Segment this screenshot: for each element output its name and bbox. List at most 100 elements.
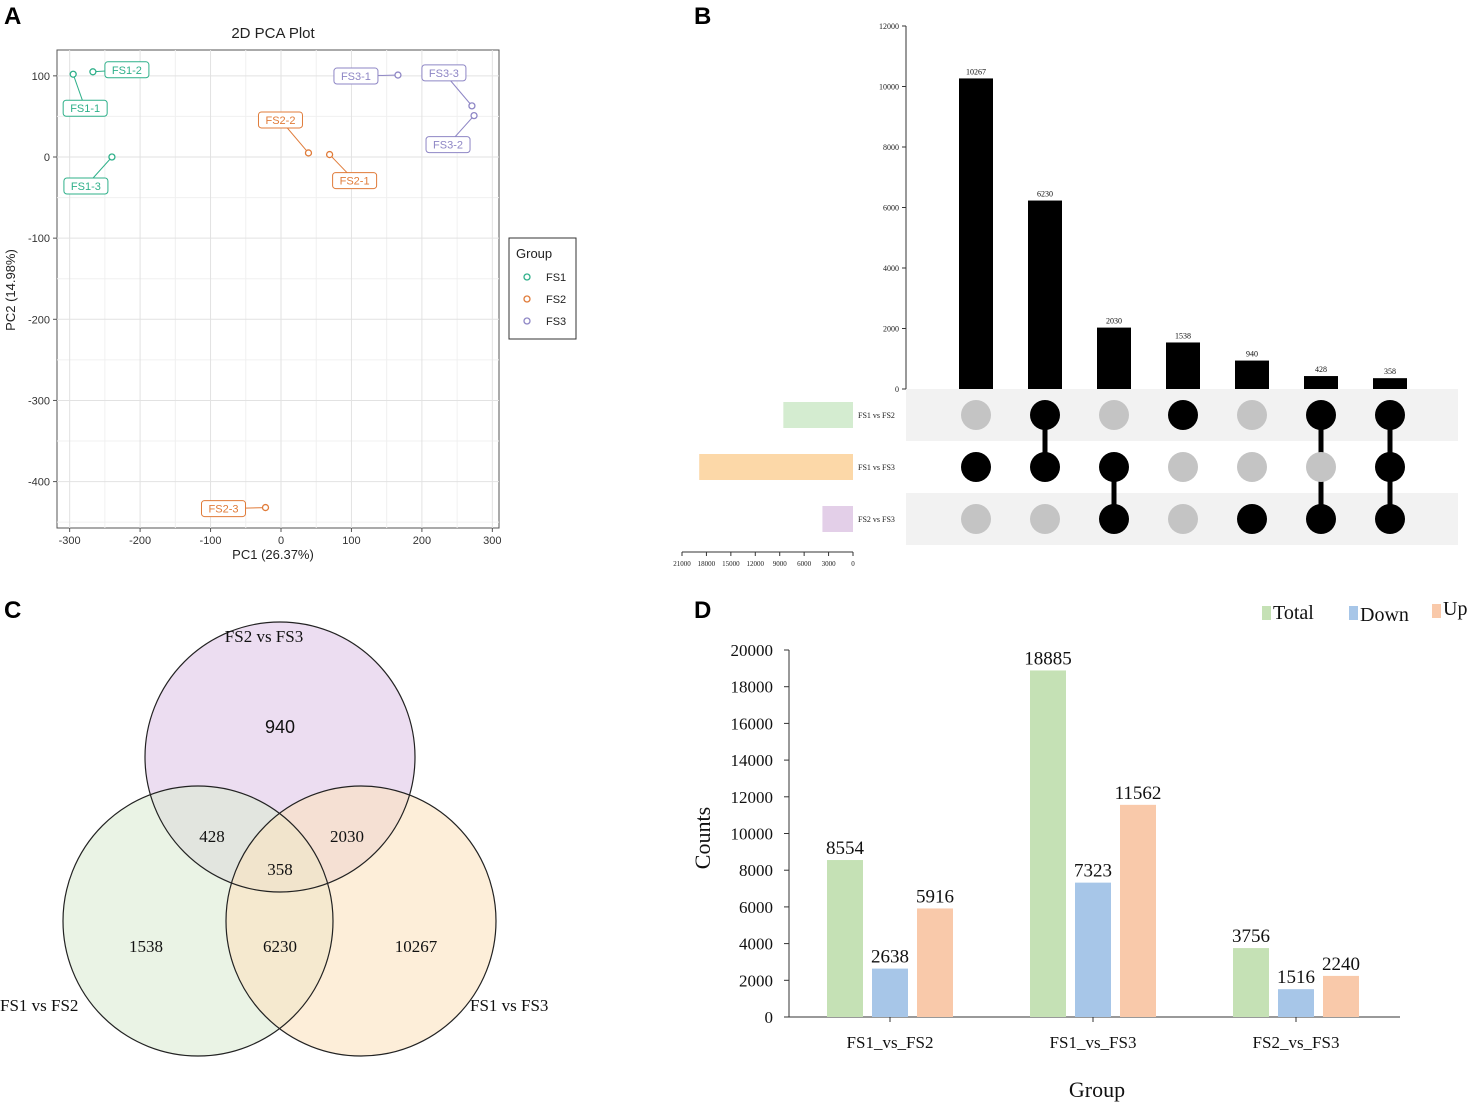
pca-point-label: FS2-1 [340, 176, 370, 188]
pca-points: FS1-1 FS1-2 FS1-3 FS2-1 FS2-2 FS2-3 FS3-1 FS3-2… [62, 61, 478, 518]
upset-set-sizes: FS1 vs FS2 FS1 vs FS3 FS2 vs FS3 21000 18… [673, 402, 895, 568]
upset-dot-active [1306, 504, 1336, 534]
bar-value-label: 1516 [1277, 967, 1315, 988]
bar-x-tick-label: FS1_vs_FS3 [1050, 1033, 1137, 1052]
pca-point [394, 71, 402, 79]
bar-x-label: Group [1069, 1077, 1125, 1102]
bar-x-tick-label: FS2_vs_FS3 [1253, 1033, 1340, 1052]
bar-y-tick-label: 4000 [739, 935, 773, 954]
upset-dot-inactive [1099, 400, 1129, 430]
upset-dot-active [1168, 400, 1198, 430]
bar-value-label: 11562 [1115, 783, 1162, 804]
bar-legend: Total Down Up [1262, 598, 1467, 626]
upset-bar-label: 1538 [1175, 331, 1191, 340]
upset-bar-label: 358 [1384, 367, 1396, 376]
upset-dot-inactive [1237, 452, 1267, 482]
pca-point-label: FS3-3 [429, 68, 459, 80]
bar-y-tick-label: 6000 [739, 898, 773, 917]
x-tick-label: 200 [413, 535, 431, 547]
upset-y-tick-label: 12000 [879, 22, 899, 31]
pca-point [69, 70, 77, 78]
venn-set-label-fs2-vs-fs3: FS2 vs FS3 [225, 627, 303, 646]
upset-dot-active [1375, 504, 1405, 534]
legend-swatch-total [1262, 606, 1271, 620]
pca-point-label: FS3-1 [341, 71, 371, 83]
bar-up [917, 908, 953, 1017]
panel-label-b: B [694, 3, 711, 30]
x-tick-label: -100 [200, 535, 222, 547]
venn-value-only-fs2-vs-fs3: 940 [265, 717, 295, 737]
bar-y-tick-label: 20000 [731, 641, 774, 660]
x-tick-label: -200 [129, 535, 151, 547]
upset-dot-active [1099, 504, 1129, 534]
upset-set-axis-label: 15000 [722, 560, 740, 568]
bar-y-tick-label: 16000 [731, 714, 774, 733]
legend-label-fs2: FS2 [546, 294, 566, 306]
pca-point-label: FS1-2 [112, 65, 142, 77]
bar-y-tick-label: 2000 [739, 971, 773, 990]
upset-bar-label: 940 [1246, 350, 1258, 359]
pca-label-box [333, 67, 379, 85]
pca-label-box [332, 172, 378, 190]
upset-set-bar [822, 506, 853, 532]
upset-bar [1235, 360, 1269, 389]
pca-point [325, 150, 334, 159]
pca-grid [57, 50, 499, 528]
upset-dot-active [1030, 400, 1060, 430]
upset-y-ticks: 0 2000 4000 6000 8000 10000 12000 [879, 22, 906, 394]
legend-marker-fs2 [523, 295, 531, 303]
upset-set-axis-label: 12000 [747, 560, 765, 568]
upset-dot-inactive [1306, 452, 1336, 482]
x-tick-label: 300 [483, 535, 501, 547]
pca-plot-area [56, 49, 500, 529]
bar-y-tick-label: 0 [765, 1008, 774, 1027]
panel-label-c: C [4, 597, 21, 624]
upset-dot-active [1375, 452, 1405, 482]
upset-set-label: FS1 vs FS3 [858, 463, 895, 472]
pca-label-box [425, 136, 471, 154]
venn-value-all: 358 [267, 860, 293, 879]
pca-label-box [201, 500, 247, 518]
bar-x-tick-label: FS1_vs_FS2 [847, 1033, 934, 1052]
upset-y-tick-label: 2000 [883, 325, 899, 334]
legend-label-fs1: FS1 [546, 272, 566, 284]
upset-bar-label: 6230 [1037, 190, 1053, 199]
upset-y-tick-label: 10000 [879, 83, 899, 92]
upset-set-bar [699, 454, 853, 480]
legend-label-down: Down [1360, 604, 1409, 626]
upset-plot: 0 2000 4000 6000 8000 10000 12000 10267 6230 203… [673, 22, 1458, 568]
y-tick-label: 0 [44, 152, 50, 164]
upset-dot-inactive [1168, 452, 1198, 482]
upset-set-axis-label: 18000 [698, 560, 716, 568]
x-tick-label: 0 [278, 535, 284, 547]
legend-label-total: Total [1273, 602, 1314, 624]
pca-y-label: PC2 (14.98%) [3, 249, 18, 331]
upset-dot-active [1099, 452, 1129, 482]
panel-label-d: D [694, 597, 711, 624]
venn-value-fs1fs2-fs1fs3: 6230 [263, 937, 297, 956]
y-tick-label: 100 [32, 71, 50, 83]
pca-point [261, 503, 270, 512]
pca-point-label: FS2-3 [209, 504, 239, 516]
x-tick-label: -300 [59, 535, 81, 547]
bar-up [1323, 975, 1359, 1017]
upset-y-tick-label: 8000 [883, 143, 899, 152]
bar-value-label: 7323 [1074, 861, 1112, 882]
upset-dot-active [1306, 400, 1336, 430]
bar-y-tick-label: 14000 [731, 751, 774, 770]
pca-point-label: FS1-3 [71, 181, 101, 193]
pca-label-box [63, 177, 109, 195]
deg-bar-chart: 0 2000 4000 6000 8000 10000 12000 14000 16000 180… [690, 598, 1467, 1102]
upset-bar [1097, 327, 1131, 389]
bar-value-label: 2240 [1322, 954, 1360, 975]
pca-title: 2D PCA Plot [231, 25, 315, 42]
venn-value-fs1fs2-fs2fs3: 428 [199, 827, 225, 846]
bar-marks: FS1_vs_FS2 8554 2638 5916 FS1_vs_FS3 18885 732… [826, 648, 1360, 1052]
legend-marker-fs1 [523, 273, 531, 281]
pca-point-label: FS3-2 [433, 140, 463, 152]
bar-up [1120, 804, 1156, 1017]
bar-y-ticks: 0 2000 4000 6000 8000 10000 12000 14000 16000 180… [731, 641, 789, 1027]
panel-label-a: A [4, 3, 21, 30]
y-tick-label: -300 [28, 395, 50, 407]
legend-marker-fs3 [523, 317, 531, 325]
